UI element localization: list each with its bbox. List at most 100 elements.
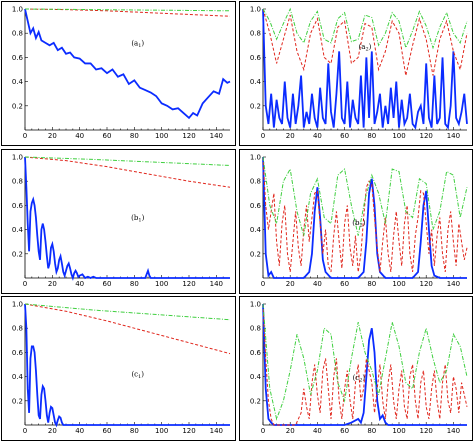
- series-blue-solid: [262, 156, 467, 279]
- x-tick-label: 0: [261, 280, 265, 288]
- panel-label-subscript: 2: [360, 222, 363, 228]
- y-tick-label: 0.8: [250, 325, 261, 333]
- y-tick-label: 0.4: [250, 78, 262, 86]
- panel-label: (b2): [352, 219, 365, 229]
- panel-label-close: ): [362, 374, 365, 382]
- x-tick-label: 120: [182, 280, 195, 288]
- x-tick-label: 60: [103, 132, 112, 140]
- x-tick-label: 60: [103, 427, 112, 435]
- x-tick-label: 140: [210, 280, 223, 288]
- x-tick-label: 120: [420, 132, 433, 140]
- x-tick-label: 20: [48, 280, 57, 288]
- series-red-dashed: [24, 303, 231, 355]
- panel-label-main: (b: [352, 219, 360, 227]
- x-tick-label: 140: [447, 280, 460, 288]
- x-tick-label: 20: [48, 132, 57, 140]
- panel-label: (b1): [131, 214, 144, 224]
- x-tick-label: 60: [340, 280, 349, 288]
- y-tick-label: 0.8: [12, 325, 23, 333]
- panel-label: (a1): [131, 39, 144, 49]
- series-red-dashed: [24, 156, 231, 188]
- series-blue-solid: [262, 303, 467, 426]
- x-tick-label: 140: [447, 132, 460, 140]
- series-red-dashed: [24, 8, 231, 17]
- x-tick-label: 100: [155, 132, 168, 140]
- x-tick-label: 80: [130, 427, 139, 435]
- y-tick-label: 0.2: [12, 102, 23, 110]
- y-tick-label: 0.2: [250, 397, 261, 405]
- y-tick-label: 0.2: [12, 250, 23, 258]
- panel-label-close: ): [142, 214, 145, 222]
- x-tick-label: 100: [155, 280, 168, 288]
- series-green-dashdot: [262, 303, 468, 421]
- series-green-dashdot: [24, 156, 231, 166]
- y-tick-label: 0.6: [250, 202, 262, 210]
- y-tick-label: 0.4: [250, 226, 262, 234]
- x-tick-label: 0: [261, 427, 265, 435]
- y-tick-label: 0.8: [12, 178, 23, 186]
- y-tick-label: 1.0: [12, 6, 23, 14]
- panel-frame: [239, 149, 473, 294]
- panel-label-subscript: 1: [138, 217, 141, 223]
- y-tick-label: 0.4: [12, 78, 24, 86]
- panel-label-close: ): [369, 43, 372, 51]
- series-green-dashdot: [262, 7, 468, 50]
- y-tick-label: 0.2: [12, 397, 23, 405]
- panel-label-subscript: 2: [365, 46, 368, 52]
- panel-label: (c2): [353, 374, 366, 384]
- x-tick-label: 140: [210, 427, 223, 435]
- panel-label-subscript: 1: [138, 374, 141, 380]
- x-tick-label: 0: [261, 132, 265, 140]
- series-green-dashdot: [262, 156, 468, 236]
- y-tick-label: 0.6: [250, 54, 262, 62]
- y-tick-label: 0.8: [250, 30, 261, 38]
- panel-label-main: (a: [359, 43, 366, 51]
- panel-frame: [1, 296, 236, 441]
- panel-a1: 0 20 40 60 80 100 120 140 0.2 0.4 0.6 0.8 1.0 (a1): [1, 1, 236, 146]
- panel-label-main: (c: [353, 374, 360, 382]
- x-tick-label: 20: [286, 132, 295, 140]
- y-tick-label: 1.0: [12, 301, 23, 309]
- y-tick-label: 0.6: [250, 349, 262, 357]
- y-tick-label: 0.6: [12, 349, 24, 357]
- x-tick-label: 20: [286, 280, 295, 288]
- panel-label: (a2): [359, 43, 372, 53]
- x-tick-label: 80: [367, 280, 376, 288]
- y-tick-label: 0.2: [250, 102, 261, 110]
- x-tick-label: 120: [182, 132, 195, 140]
- x-tick-label: 60: [340, 132, 349, 140]
- x-tick-label: 40: [313, 427, 322, 435]
- panel-c2: 0 20 40 60 80 100 120 140 0.2 0.4 0.6 0.8 1.0 (c2): [239, 296, 473, 441]
- y-tick-label: 0.2: [250, 250, 261, 258]
- panel-label-close: ): [363, 219, 366, 227]
- series-blue-solid: [24, 303, 230, 428]
- x-tick-label: 100: [155, 427, 168, 435]
- y-tick-label: 0.8: [250, 178, 261, 186]
- panel-label-main: (c: [131, 371, 138, 379]
- series-green-dashdot: [24, 8, 231, 12]
- panel-frame: [1, 1, 236, 146]
- y-tick-label: 0.4: [250, 373, 262, 381]
- panel-label-close: ): [141, 39, 144, 47]
- x-tick-label: 140: [210, 132, 223, 140]
- panel-label-close: ): [141, 371, 144, 379]
- series-blue-solid: [24, 8, 231, 120]
- panel-frame: [239, 296, 473, 441]
- x-tick-label: 40: [313, 280, 322, 288]
- y-tick-label: 0.6: [12, 54, 24, 62]
- x-tick-label: 20: [286, 427, 295, 435]
- y-tick-label: 0.6: [12, 202, 24, 210]
- panel-c1: 0 20 40 60 80 100 120 140 0.2 0.4 0.6 0.8 1.0 (c1): [1, 296, 236, 441]
- y-tick-label: 1.0: [250, 154, 261, 162]
- x-tick-label: 60: [103, 280, 112, 288]
- x-tick-label: 40: [75, 132, 84, 140]
- x-tick-label: 120: [420, 427, 433, 435]
- panel-label-subscript: 1: [138, 43, 141, 49]
- x-tick-label: 60: [340, 427, 349, 435]
- x-tick-label: 140: [447, 427, 460, 435]
- y-tick-label: 1.0: [250, 6, 261, 14]
- panel-a2: 0 20 40 60 80 100 120 140 0.2 0.4 0.6 0.8 1.0 (a2): [239, 1, 473, 146]
